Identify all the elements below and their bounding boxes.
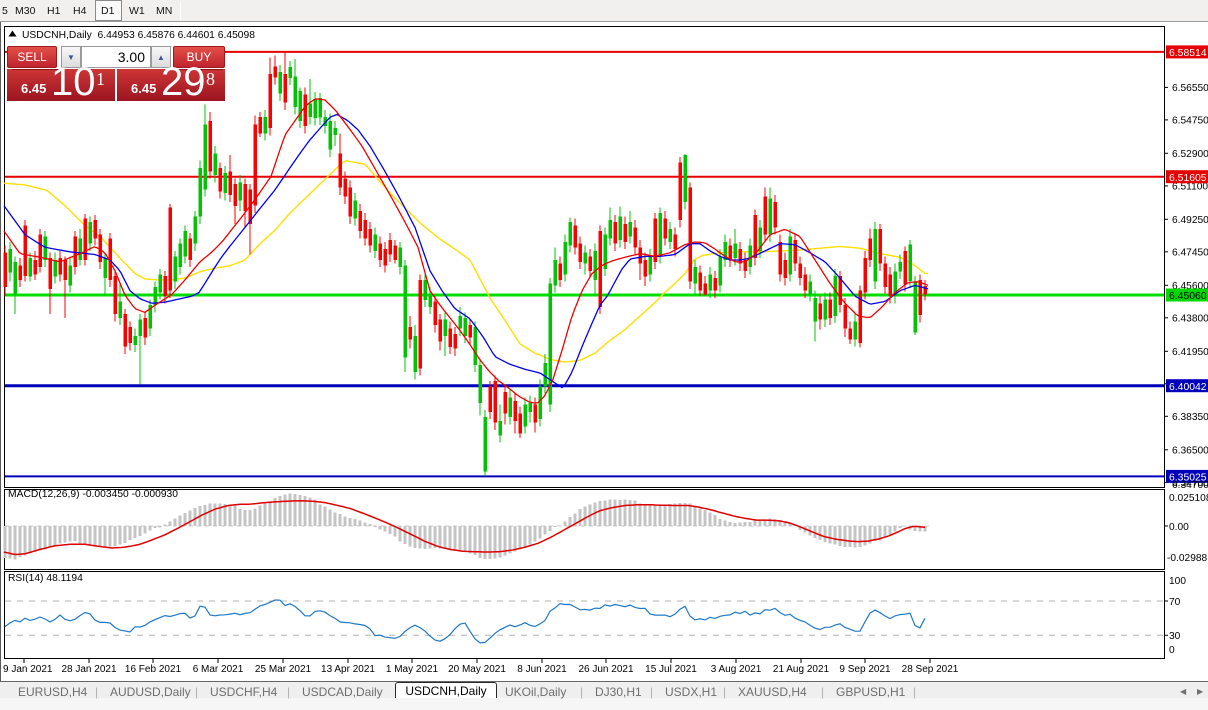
svg-text:6.40042: 6.40042 (1169, 382, 1207, 393)
svg-text:9 Sep 2021: 9 Sep 2021 (839, 664, 891, 675)
svg-text:6.43800: 6.43800 (1172, 314, 1208, 325)
svg-text:6.49250: 6.49250 (1172, 215, 1208, 226)
svg-text:6.51605: 6.51605 (1169, 173, 1207, 184)
svg-text:6.47450: 6.47450 (1172, 248, 1208, 259)
svg-text:6.45060: 6.45060 (1169, 291, 1207, 302)
svg-text:1 May 2021: 1 May 2021 (386, 664, 439, 675)
svg-text:6.36500: 6.36500 (1172, 446, 1208, 457)
svg-text:6.51100: 6.51100 (1172, 182, 1208, 193)
svg-text:0.00: 0.00 (1169, 522, 1189, 533)
svg-text:26 Jun 2021: 26 Jun 2021 (578, 664, 633, 675)
svg-text:USDCNH,Daily 6.44953 6.45876: USDCNH,Daily 6.44953 6.45876 6.44601 6.4… (22, 30, 255, 41)
svg-text:3 Aug 2021: 3 Aug 2021 (711, 664, 762, 675)
svg-text:6.52900: 6.52900 (1172, 149, 1208, 160)
svg-text:16 Feb 2021: 16 Feb 2021 (125, 664, 182, 675)
svg-text:6.54750: 6.54750 (1172, 116, 1208, 127)
svg-text:70: 70 (1169, 597, 1181, 608)
svg-text:6.35025: 6.35025 (1169, 473, 1207, 484)
svg-text:6.56550: 6.56550 (1172, 83, 1208, 94)
svg-text:MACD(12,26,9) -0.003450 -0.000: MACD(12,26,9) -0.003450 -0.000930 (8, 489, 178, 500)
svg-text:25 Mar 2021: 25 Mar 2021 (255, 664, 312, 675)
svg-text:13 Apr 2021: 13 Apr 2021 (321, 664, 375, 675)
svg-text:28 Jan 2021: 28 Jan 2021 (61, 664, 116, 675)
svg-text:6.41950: 6.41950 (1172, 347, 1208, 358)
svg-text:6.34700: 6.34700 (1172, 478, 1208, 489)
svg-text:9 Jan 2021: 9 Jan 2021 (3, 664, 53, 675)
svg-text:28 Sep 2021: 28 Sep 2021 (902, 664, 959, 675)
svg-text:15 Jul 2021: 15 Jul 2021 (645, 664, 697, 675)
svg-text:8 Jun 2021: 8 Jun 2021 (517, 664, 567, 675)
svg-text:0: 0 (1169, 645, 1175, 656)
svg-text:100: 100 (1169, 576, 1186, 587)
svg-text:6.34700: 6.34700 (1172, 480, 1208, 491)
svg-text:6.38350: 6.38350 (1172, 412, 1208, 423)
svg-text:21 Aug 2021: 21 Aug 2021 (773, 664, 830, 675)
svg-text:RSI(14) 48.1194: RSI(14) 48.1194 (8, 573, 83, 584)
svg-text:30: 30 (1169, 631, 1181, 642)
svg-text:6.58514: 6.58514 (1169, 48, 1207, 59)
svg-text:6 Mar 2021: 6 Mar 2021 (193, 664, 244, 675)
svg-text:20 May 2021: 20 May 2021 (448, 664, 506, 675)
svg-text:6.45600: 6.45600 (1172, 281, 1208, 292)
svg-text:0.025108: 0.025108 (1169, 493, 1208, 504)
